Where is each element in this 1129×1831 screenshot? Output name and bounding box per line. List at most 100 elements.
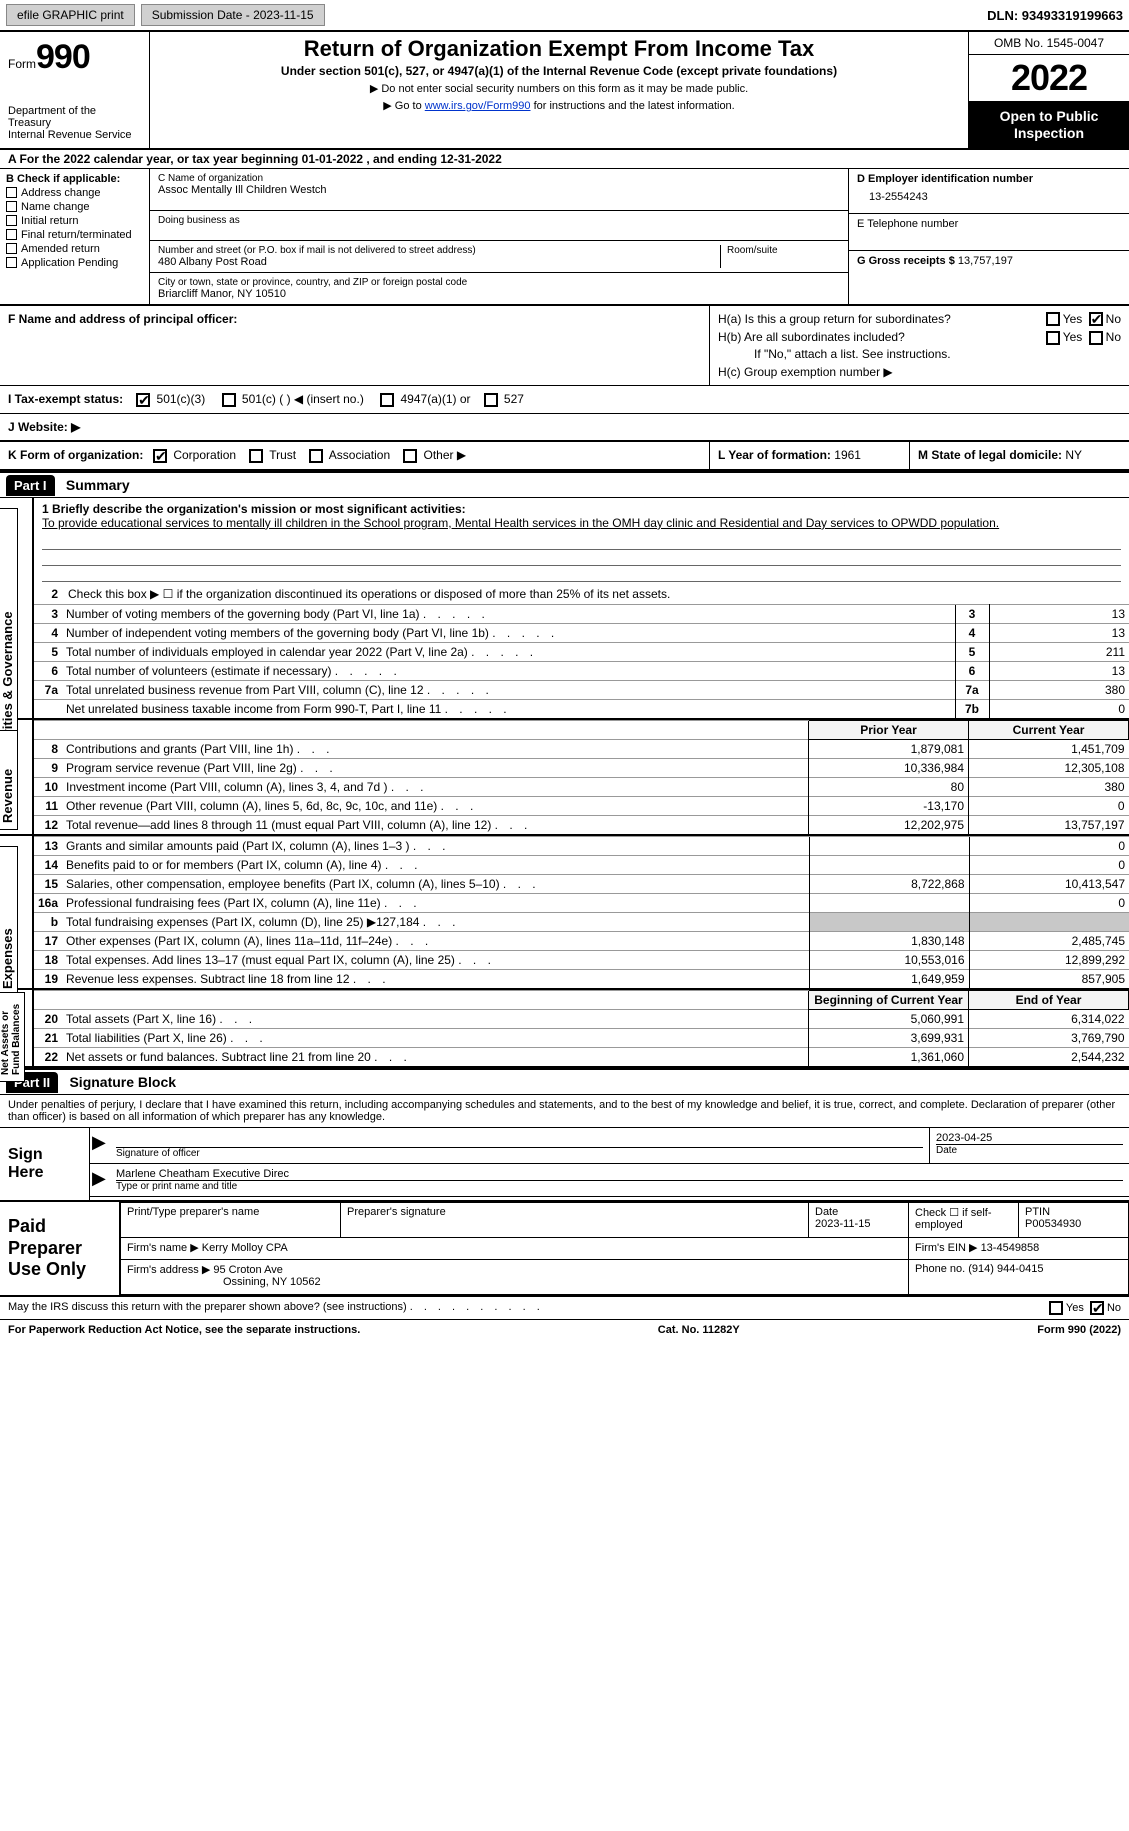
k-trust-check[interactable] <box>249 449 263 463</box>
e-phone-label: E Telephone number <box>857 218 1121 230</box>
cat-no: Cat. No. 11282Y <box>658 1324 740 1336</box>
i-label: I Tax-exempt status: <box>8 392 123 406</box>
g-gross-value: 13,757,197 <box>958 255 1013 267</box>
chk-address-change[interactable]: Address change <box>6 187 143 199</box>
g-gross-block: G Gross receipts $ 13,757,197 <box>849 251 1129 271</box>
k-other-check[interactable] <box>403 449 417 463</box>
table-row: 21Total liabilities (Part X, line 26) . … <box>34 1028 1129 1047</box>
k-opt-1: Trust <box>269 448 296 462</box>
table-row: 17Other expenses (Part IX, column (A), l… <box>34 931 1129 950</box>
table-row: 19Revenue less expenses. Subtract line 1… <box>34 969 1129 988</box>
irs-form990-link[interactable]: www.irs.gov/Form990 <box>425 100 531 112</box>
i-501c3-check[interactable] <box>136 393 150 407</box>
table-row: 13Grants and similar amounts paid (Part … <box>34 836 1129 855</box>
signature-intro: Under penalties of perjury, I declare th… <box>0 1095 1129 1127</box>
form-subtitle: Under section 501(c), 527, or 4947(a)(1)… <box>158 64 960 78</box>
c-name-label: C Name of organization <box>158 173 840 184</box>
dba-block: Doing business as <box>150 210 848 240</box>
header-left: Form990 Department of the Treasury Inter… <box>0 32 150 148</box>
hb-yesno: Yes No <box>1043 330 1121 345</box>
ruled-3 <box>42 568 1121 582</box>
footer-discuss-row: May the IRS discuss this return with the… <box>0 1297 1129 1320</box>
ruled-2 <box>42 552 1121 566</box>
part1-bar: Part I <box>6 475 55 496</box>
table-row: 11Other revenue (Part VIII, column (A), … <box>34 796 1129 815</box>
hb-yes[interactable] <box>1046 331 1060 345</box>
chk-name-change[interactable]: Name change <box>6 201 143 213</box>
sign-here-grid: Sign Here ▶ Signature of officer 2023-04… <box>0 1127 1129 1200</box>
paid-preparer-label: Paid Preparer Use Only <box>0 1202 120 1295</box>
ha-no[interactable] <box>1089 312 1103 326</box>
table-row: 18Total expenses. Add lines 13–17 (must … <box>34 950 1129 969</box>
table-row: 20Total assets (Part X, line 16) . . .5,… <box>34 1009 1129 1028</box>
street-block: Number and street (or P.O. box if mail i… <box>150 240 848 272</box>
city-label: City or town, state or province, country… <box>158 277 840 288</box>
sign-here-label: Sign Here <box>0 1128 90 1200</box>
sig-arrow-1: ▶ <box>90 1128 110 1163</box>
street-value: 480 Albany Post Road <box>158 256 720 268</box>
section-a-calendar: A For the 2022 calendar year, or tax yea… <box>0 150 1129 169</box>
prep-ptin-label: PTIN <box>1025 1206 1050 1218</box>
i-opt-3: 527 <box>504 392 524 406</box>
d-ein-label: D Employer identification number <box>857 173 1121 185</box>
block-expenses: Expenses 13Grants and similar amounts pa… <box>0 836 1129 990</box>
i-opt-2: 4947(a)(1) or <box>401 392 471 406</box>
info-grid: B Check if applicable: Address change Na… <box>0 169 1129 306</box>
chk-app-pending[interactable]: Application Pending <box>6 257 143 269</box>
block-net-assets: Net Assets or Fund Balances Beginning of… <box>0 990 1129 1068</box>
chk-final-return[interactable]: Final return/terminated <box>6 229 143 241</box>
firm-phone-label: Phone no. <box>915 1263 965 1275</box>
omb-number: OMB No. 1545-0047 <box>969 32 1129 55</box>
table-row: Prior YearCurrent Year <box>34 720 1129 739</box>
i-527-check[interactable] <box>484 393 498 407</box>
i-4947-check[interactable] <box>380 393 394 407</box>
ha-yes[interactable] <box>1046 312 1060 326</box>
i-501c-check[interactable] <box>222 393 236 407</box>
sig-typed-row: ▶ Marlene Cheatham Executive Direc Type … <box>90 1164 1129 1197</box>
discuss-label: May the IRS discuss this return with the… <box>8 1301 544 1315</box>
k-label: K Form of organization: <box>8 448 143 462</box>
firm-name-value: Kerry Molloy CPA <box>202 1242 288 1254</box>
submission-date-button[interactable]: Submission Date - 2023-11-15 <box>141 4 325 26</box>
k-corp-check[interactable] <box>153 449 167 463</box>
form-number: 990 <box>36 38 90 76</box>
paid-preparer-grid: Paid Preparer Use Only Print/Type prepar… <box>0 1200 1129 1297</box>
hb-note: If "No," attach a list. See instructions… <box>718 347 1121 361</box>
h-group-return: H(a) Is this a group return for subordin… <box>709 306 1129 386</box>
k-assoc-check[interactable] <box>309 449 323 463</box>
sig-arrow-2: ▶ <box>90 1164 110 1196</box>
col-d-right: D Employer identification number 13-2554… <box>849 169 1129 304</box>
firm-addr1: 95 Croton Ave <box>213 1264 283 1276</box>
e-phone-block: E Telephone number <box>849 214 1129 251</box>
chk-amended[interactable]: Amended return <box>6 243 143 255</box>
form-990-page: efile GRAPHIC print Submission Date - 20… <box>0 0 1129 1340</box>
table-row: 14Benefits paid to or for members (Part … <box>34 855 1129 874</box>
table-revenue: Prior YearCurrent Year8Contributions and… <box>34 720 1129 834</box>
instr-no-ssn: ▶ Do not enter social security numbers o… <box>158 82 960 95</box>
firm-name-label: Firm's name ▶ <box>127 1242 199 1254</box>
part1-header: Part I Summary <box>0 471 1129 498</box>
table-row: 15Salaries, other compensation, employee… <box>34 874 1129 893</box>
sidetab-rev: Revenue <box>0 730 18 830</box>
table-row: 12Total revenue—add lines 8 through 11 (… <box>34 815 1129 834</box>
pra-notice: For Paperwork Reduction Act Notice, see … <box>8 1324 360 1336</box>
firm-phone-value: (914) 944-0415 <box>968 1263 1043 1275</box>
firm-ein-label: Firm's EIN ▶ <box>915 1242 978 1254</box>
org-name: Assoc Mentally Ill Children Westch <box>158 184 840 196</box>
instr-goto-pre: ▶ Go to <box>383 100 424 112</box>
table-expenses: 13Grants and similar amounts paid (Part … <box>34 836 1129 988</box>
row-i-tax-exempt: I Tax-exempt status: 501(c)(3) 501(c) ( … <box>0 386 1129 414</box>
discuss-yes[interactable] <box>1049 1301 1063 1315</box>
k-opt-0: Corporation <box>173 448 236 462</box>
firm-addr-label: Firm's address ▶ <box>127 1264 210 1276</box>
prep-print-label: Print/Type preparer's name <box>121 1202 341 1237</box>
hb-no[interactable] <box>1089 331 1103 345</box>
tax-year: 2022 <box>969 55 1129 102</box>
discuss-no[interactable] <box>1090 1301 1104 1315</box>
line-2: 2 Check this box ▶ ☐ if the organization… <box>34 584 1129 604</box>
efile-print-button[interactable]: efile GRAPHIC print <box>6 4 135 26</box>
row-j-website: J Website: ▶ <box>0 414 1129 442</box>
table-row: 6Total number of volunteers (estimate if… <box>34 661 1129 680</box>
chk-initial-return[interactable]: Initial return <box>6 215 143 227</box>
sig-officer-label: Signature of officer <box>116 1148 923 1159</box>
